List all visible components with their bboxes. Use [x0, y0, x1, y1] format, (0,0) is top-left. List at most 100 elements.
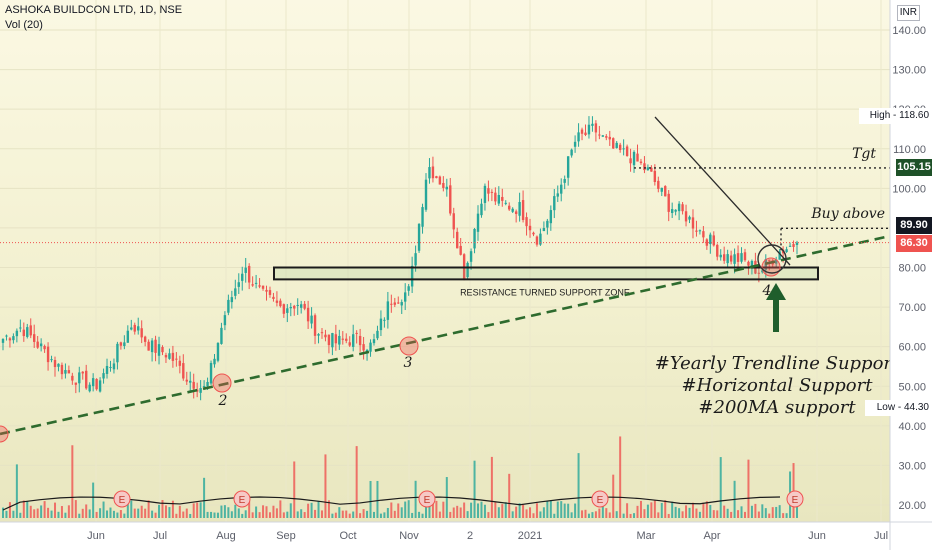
- volume-bar: [660, 502, 663, 518]
- volume-bar: [452, 507, 455, 518]
- candle-body: [105, 365, 109, 374]
- candle-body: [71, 375, 74, 381]
- candle-body: [428, 167, 431, 179]
- volume-bar: [331, 513, 334, 518]
- trendline-touch-circle: [212, 373, 232, 393]
- volume-bar: [490, 456, 493, 518]
- volume-bar: [601, 500, 604, 518]
- volume-bar: [383, 512, 386, 518]
- earnings-marker: [591, 490, 609, 508]
- volume-bar: [161, 500, 164, 518]
- candle-body: [116, 343, 119, 363]
- volume-bar: [549, 500, 552, 518]
- candle-body: [362, 344, 365, 351]
- candle-body: [740, 253, 743, 262]
- candle-body: [85, 370, 88, 389]
- candle-body: [594, 123, 598, 133]
- candle-body: [268, 290, 272, 295]
- time-tick-label: Jul: [874, 530, 888, 542]
- volume-bar: [705, 501, 708, 518]
- earnings-marker-label: E: [597, 495, 604, 506]
- volume-bar: [639, 500, 642, 518]
- price-tick-label: 70.00: [898, 302, 926, 314]
- volume-bar: [175, 513, 178, 518]
- volume-bar: [622, 513, 625, 518]
- candle-body: [469, 251, 473, 262]
- candle-body: [74, 382, 78, 385]
- volume-bar: [591, 512, 594, 518]
- candle-body: [64, 370, 67, 374]
- candle-body: [483, 185, 487, 203]
- volume-bar: [542, 507, 545, 518]
- candle-body: [761, 270, 764, 273]
- candle-body: [112, 363, 116, 370]
- candle-body: [372, 339, 376, 344]
- horizontal-support-text: #Horizontal Support: [682, 375, 874, 396]
- candle-body: [643, 163, 646, 171]
- candle-body: [539, 233, 542, 245]
- volume-bar: [646, 504, 649, 518]
- candle-body: [542, 228, 546, 232]
- volume-bar: [227, 507, 230, 518]
- candle-body: [646, 167, 650, 171]
- volume-bar: [463, 502, 466, 518]
- candle-body: [5, 335, 8, 337]
- volume-bar: [182, 511, 185, 518]
- candle-body: [306, 307, 310, 322]
- candle-body: [60, 364, 64, 375]
- volume-bar: [279, 500, 282, 518]
- volume-bar: [314, 509, 317, 518]
- candle-body: [147, 341, 150, 351]
- volume-bar: [130, 500, 133, 518]
- volume-bar: [123, 513, 126, 518]
- chart-title: ASHOKA BUILDCON LTD, 1D, NSE: [5, 4, 183, 16]
- candle-body: [653, 170, 657, 183]
- candle-body: [33, 334, 36, 342]
- candle-body: [123, 342, 126, 347]
- volume-bar: [244, 510, 247, 518]
- volume-bar: [119, 510, 122, 518]
- volume-bar: [144, 508, 147, 518]
- support-zone-label: RESISTANCE TURNED SUPPORT ZONE: [460, 287, 630, 297]
- volume-bar: [390, 502, 393, 518]
- candle-body: [494, 192, 497, 202]
- volume-bar: [164, 505, 167, 518]
- candle-body: [747, 261, 750, 266]
- candle-body: [289, 307, 292, 309]
- candle-body: [591, 123, 594, 126]
- volume-bar: [92, 482, 95, 518]
- price-tick-label: 20.00: [898, 500, 926, 512]
- volume-bar: [2, 507, 4, 518]
- candle-body: [12, 336, 15, 341]
- candle-body: [393, 302, 396, 305]
- volume-bar: [22, 500, 25, 518]
- candle-body: [587, 124, 591, 135]
- price-tick-label: 80.00: [898, 263, 926, 275]
- candle-body: [164, 355, 168, 358]
- volume-bar: [8, 502, 11, 518]
- volume-bar: [137, 508, 140, 518]
- candle-body: [1, 338, 5, 343]
- volume-bar: [678, 508, 681, 518]
- volume-bar: [522, 504, 525, 518]
- candle-body: [43, 345, 46, 350]
- candle-body: [785, 249, 788, 252]
- candle-body: [733, 254, 736, 264]
- volume-bar: [428, 502, 431, 518]
- candle-body: [324, 334, 327, 338]
- candle-body: [29, 325, 32, 336]
- candle-body: [182, 363, 185, 379]
- candle-body: [178, 360, 182, 366]
- up-arrow-head: [766, 283, 786, 300]
- currency-badge[interactable]: INR: [896, 5, 920, 21]
- volume-bar: [369, 480, 372, 518]
- volume-bar: [435, 500, 438, 518]
- volume-bar: [386, 507, 389, 518]
- candle-body: [98, 380, 102, 392]
- volume-bar: [133, 508, 136, 518]
- time-axis-bg: [0, 522, 932, 550]
- volume-bar: [57, 511, 60, 518]
- candle-body: [258, 285, 261, 287]
- price-axis: 20.0030.0040.0050.0060.0070.0080.0090.00…: [890, 0, 932, 550]
